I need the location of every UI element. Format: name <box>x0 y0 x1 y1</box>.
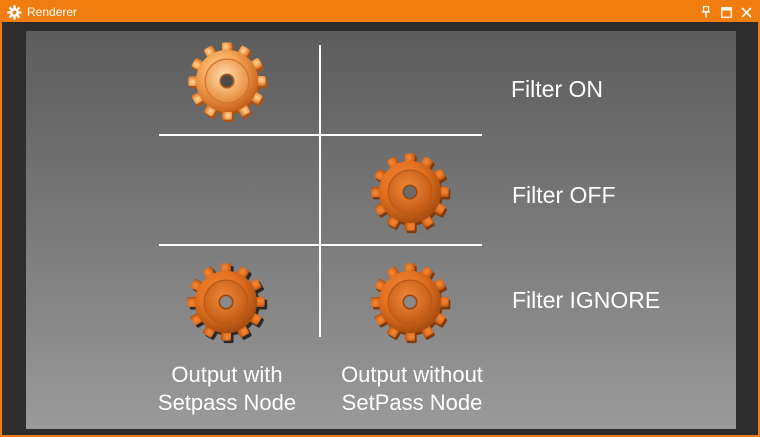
row-label-filter-ignore: Filter IGNORE <box>512 287 661 313</box>
column-caption-with-setpass: Output with Setpass Node <box>132 361 322 417</box>
column-caption-without-setpass: Output without SetPass Node <box>317 361 507 417</box>
caption-line: SetPass Node <box>341 390 483 415</box>
gear-filter-ignore-with-setpass <box>187 263 268 344</box>
vertical-divider <box>319 45 321 337</box>
gear-icon <box>6 4 22 20</box>
gear-filter-ignore-without-setpass <box>371 263 451 344</box>
close-icon[interactable] <box>736 2 756 22</box>
gear-filter-off-without-setpass <box>371 153 451 234</box>
render-viewport[interactable]: Filter ON Filter OFF Filter IGNORE Outpu… <box>26 31 736 429</box>
maximize-icon[interactable] <box>716 2 736 22</box>
gear-filter-on-with-setpass <box>188 42 268 123</box>
caption-line: Output with <box>171 362 283 387</box>
title-bar[interactable]: Renderer <box>2 2 758 22</box>
row-label-filter-off: Filter OFF <box>512 182 616 208</box>
window-controls <box>696 2 756 22</box>
pin-icon[interactable] <box>696 2 716 22</box>
window-title: Renderer <box>27 5 78 19</box>
horizontal-divider-top <box>159 134 482 136</box>
horizontal-divider-bottom <box>159 244 482 246</box>
row-label-filter-on: Filter ON <box>511 76 603 102</box>
caption-line: Output without <box>341 362 483 387</box>
caption-line: Setpass Node <box>157 390 297 415</box>
